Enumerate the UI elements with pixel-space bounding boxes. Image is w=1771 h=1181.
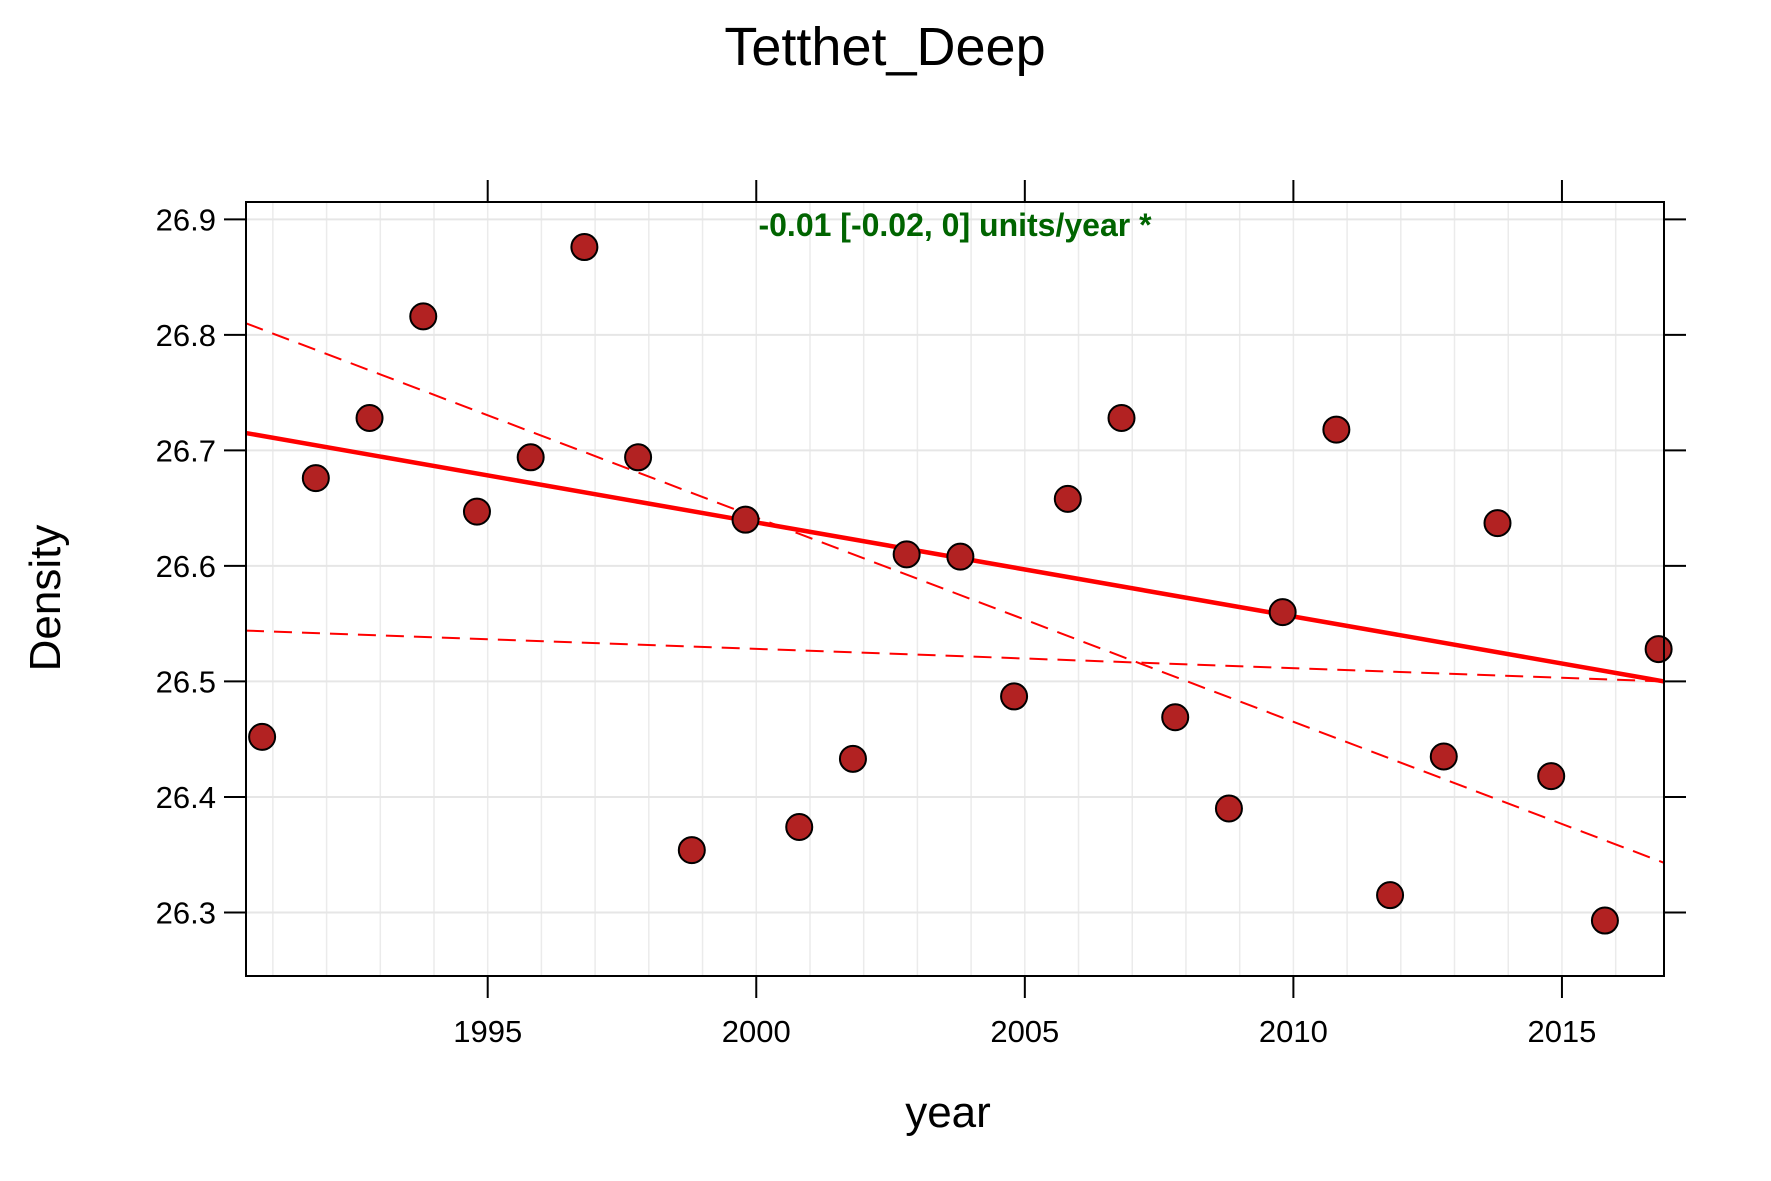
y-tick-label: 26.5 bbox=[156, 664, 216, 699]
confidence-line bbox=[245, 322, 1665, 864]
y-tick-label: 26.7 bbox=[156, 433, 216, 468]
y-tick-label: 26.3 bbox=[156, 895, 216, 930]
chart-title: Tetthet_Deep bbox=[724, 17, 1045, 77]
data-point bbox=[1161, 703, 1190, 732]
data-point bbox=[1268, 598, 1297, 627]
y-axis-label: Density bbox=[21, 525, 70, 672]
y-tick-label: 26.8 bbox=[156, 318, 216, 353]
data-point bbox=[785, 812, 814, 841]
x-tick-label: 2005 bbox=[990, 1014, 1059, 1049]
axis-ticks: 26.3 26.4 26.5 26.6 26.7 26.8 26.9 1995 2000 2005… bbox=[156, 180, 1686, 1049]
data-point bbox=[1107, 404, 1136, 433]
data-point bbox=[1644, 635, 1673, 664]
data-point bbox=[1000, 682, 1029, 711]
confidence-line bbox=[245, 629, 1665, 683]
data-point bbox=[355, 404, 384, 433]
data-point bbox=[1537, 762, 1566, 791]
data-point bbox=[409, 302, 438, 331]
x-tick-label: 2010 bbox=[1259, 1014, 1328, 1049]
trend-annotation: -0.01 [-0.02, 0] units/year * bbox=[758, 207, 1152, 243]
x-tick-label: 2000 bbox=[722, 1014, 791, 1049]
data-point bbox=[516, 443, 545, 472]
data-points bbox=[248, 233, 1673, 935]
plot-frame bbox=[245, 201, 1665, 977]
data-point bbox=[1429, 742, 1458, 771]
data-point bbox=[946, 542, 975, 571]
data-point bbox=[1590, 906, 1619, 935]
data-point bbox=[570, 233, 599, 262]
data-point bbox=[462, 497, 491, 526]
data-point bbox=[677, 836, 706, 865]
data-point bbox=[1376, 881, 1405, 910]
data-point bbox=[1483, 509, 1512, 538]
x-axis-label: year bbox=[905, 1088, 991, 1137]
grid bbox=[246, 202, 1664, 976]
data-point bbox=[1214, 794, 1243, 823]
x-tick-label: 2015 bbox=[1527, 1014, 1596, 1049]
data-point bbox=[731, 505, 760, 534]
data-point bbox=[892, 540, 921, 569]
data-point bbox=[838, 744, 867, 773]
data-point bbox=[248, 722, 277, 751]
y-tick-label: 26.6 bbox=[156, 549, 216, 584]
confidence-lines bbox=[245, 322, 1665, 864]
y-tick-label: 26.9 bbox=[156, 202, 216, 237]
data-point bbox=[624, 443, 653, 472]
x-tick-label: 1995 bbox=[453, 1014, 522, 1049]
y-tick-label: 26.4 bbox=[156, 780, 216, 815]
data-point bbox=[1322, 415, 1351, 444]
data-point bbox=[301, 464, 330, 493]
data-point bbox=[1053, 484, 1082, 513]
